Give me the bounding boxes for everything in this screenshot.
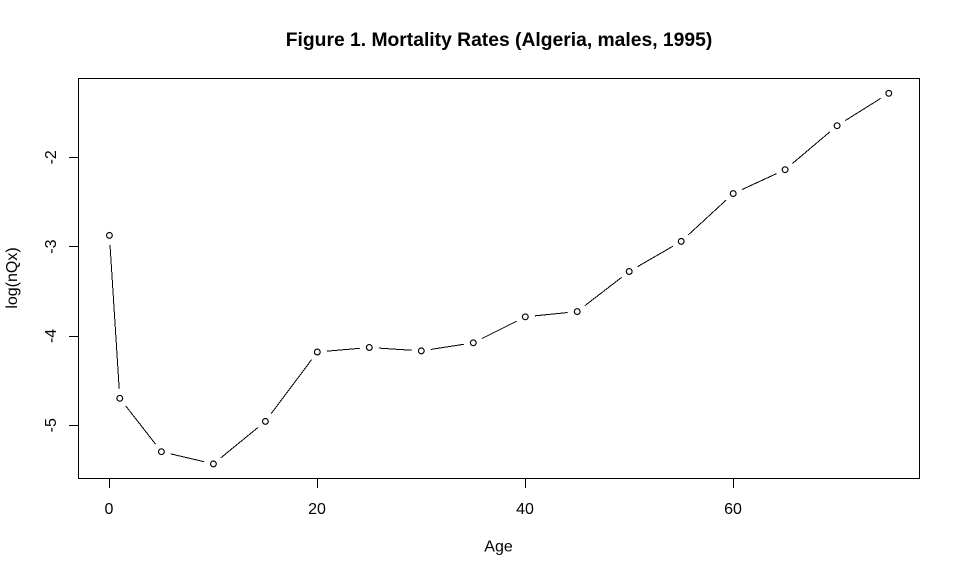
svg-text:20: 20 (308, 501, 326, 518)
svg-text:Age: Age (484, 539, 513, 556)
svg-text:-5: -5 (43, 418, 60, 432)
svg-text:0: 0 (105, 501, 114, 518)
svg-text:60: 60 (724, 501, 742, 518)
svg-text:-4: -4 (43, 329, 60, 343)
svg-text:Figure 1. Mortality Rates (Alg: Figure 1. Mortality Rates (Algeria, male… (286, 30, 713, 51)
svg-text:-2: -2 (43, 150, 60, 164)
svg-text:-3: -3 (43, 239, 60, 253)
svg-text:40: 40 (516, 501, 534, 518)
svg-text:log(nQx): log(nQx) (4, 247, 21, 308)
